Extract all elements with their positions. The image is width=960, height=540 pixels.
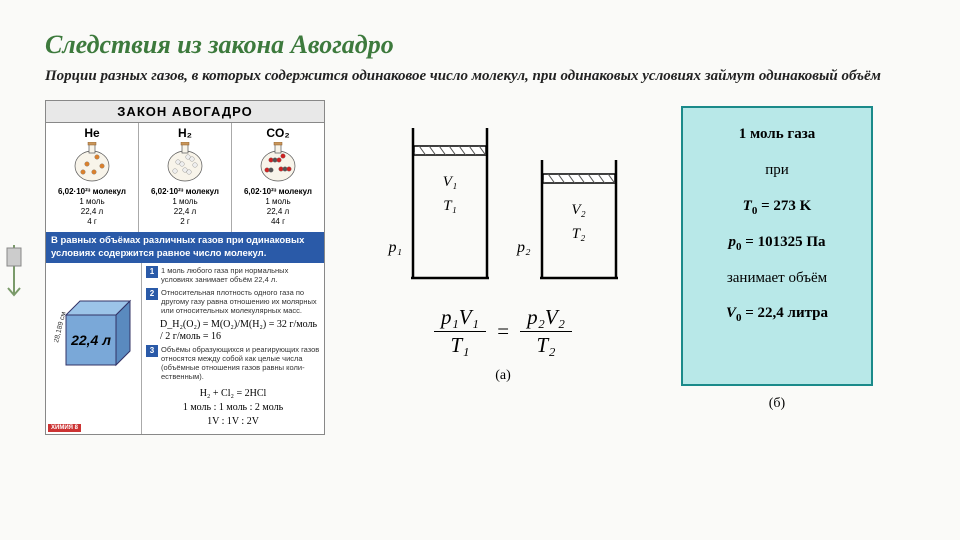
flask-icon: [160, 142, 210, 184]
flask-icon: [67, 142, 117, 184]
reaction-block: H₂ + Cl₂ = 2HCl 1 моль : 1 моль : 2 моль…: [146, 385, 320, 429]
tealbox-line: p0 = 101325 Па: [695, 227, 859, 259]
piston-inner-labels: V₂T₂: [571, 198, 585, 246]
diagram-label-a: (а): [343, 368, 663, 384]
poster-notes: 11 моль любого газа при нормальных услов…: [142, 263, 324, 434]
gas-cell: He 6,02·10²³ молекул1 моль22,4 л4 г: [46, 123, 139, 232]
page-title: Следствия из закона Авогадро: [45, 30, 915, 60]
piston-inner-labels: V₁T₁: [443, 170, 457, 218]
decorative-side-arrow: [2, 240, 26, 310]
molar-volume-panel: 1 моль газа при T0 = 273 K p0 = 101325 Па з…: [681, 100, 873, 412]
note-text: Объёмы образующихся и реагирующих газов …: [161, 345, 320, 381]
note-number: 2: [146, 288, 158, 300]
frac-top-left: p₁V₁: [434, 305, 486, 332]
avogadro-poster: ЗАКОН АВОГАДРО He 6,02·10²³ молекул1 мол…: [45, 100, 325, 435]
gas-name: CO₂: [234, 126, 322, 140]
tealbox-line: T0 = 273 K: [695, 191, 859, 223]
note-number: 1: [146, 266, 158, 278]
poster-blueband: В равных объёмах различных газов при оди…: [46, 232, 324, 263]
note-text: Относительная плотность одного газа по д…: [161, 288, 320, 315]
gas-values: 6,02·10²³ молекул1 моль22,4 л44 г: [234, 187, 322, 227]
reaction-line: H₂ + Cl₂ = 2HCl: [146, 387, 320, 401]
note-number: 3: [146, 345, 158, 357]
tealbox-line: V0 = 22,4 литра: [695, 298, 859, 330]
piston-right: p₂ V₂T₂: [517, 160, 618, 297]
piston-pressure-label: p₂: [517, 239, 531, 257]
poster-note: 2Относительная плотность одного газа по …: [146, 288, 320, 315]
tealbox-heading: 1 моль газа: [695, 124, 859, 145]
gas-name: He: [48, 126, 136, 140]
content-row: ЗАКОН АВОГАДРО He 6,02·10²³ молекул1 мол…: [45, 100, 915, 435]
density-equation: D_H₂(O₂) = M(O₂)/M(H₂) = 32 г/моль / 2 г…: [160, 319, 320, 343]
reaction-line: 1 моль : 1 моль : 2 моль: [146, 401, 320, 415]
tealbox-line: занимает объём: [695, 263, 859, 295]
frac-bot-right: T₂: [537, 332, 556, 358]
diagram-label-b: (б): [681, 396, 873, 412]
gas-values: 6,02·10²³ молекул1 моль22,4 л2 г: [141, 187, 229, 227]
tealbox-line: при: [695, 155, 859, 187]
frac-bot-left: T₁: [450, 332, 469, 358]
cube-volume-label: 22,4 л: [70, 332, 111, 348]
page-subtitle: Порции разных газов, в которых содержитс…: [45, 66, 915, 86]
poster-note: 11 моль любого газа при нормальных услов…: [146, 266, 320, 284]
piston-left: p₁ V₁T₁: [388, 128, 489, 297]
gas-values: 6,02·10²³ молекул1 моль22,4 л4 г: [48, 187, 136, 227]
gas-cell: CO₂ 6,02·10²³ молекул1 моль22,4 л44 г: [232, 123, 324, 232]
frac-top-right: p₂V₂: [520, 305, 572, 332]
teal-info-box: 1 моль газа при T0 = 273 K p0 = 101325 Па з…: [681, 106, 873, 386]
cube-panel: 22,4 л 28,189 см: [46, 263, 142, 434]
piston-diagram: p₁ V₁T₁ p₂ V₂T₂: [343, 100, 663, 384]
note-text: 1 моль любого газа при нормальных услови…: [161, 266, 320, 284]
gas-cell: H₂ 6,02·10²³ молекул1 моль22,4 л2 г: [139, 123, 232, 232]
chemistry-tag: ХИМИЯ 8: [48, 424, 81, 432]
piston-pressure-label: p₁: [388, 239, 402, 257]
flask-icon: [253, 142, 303, 184]
poster-header: ЗАКОН АВОГАДРО: [46, 101, 324, 123]
gas-law-formula: p₁V₁T₁ = p₂V₂T₂: [343, 305, 663, 358]
reaction-line: 1V : 1V : 2V: [146, 415, 320, 429]
gas-name: H₂: [141, 126, 229, 140]
